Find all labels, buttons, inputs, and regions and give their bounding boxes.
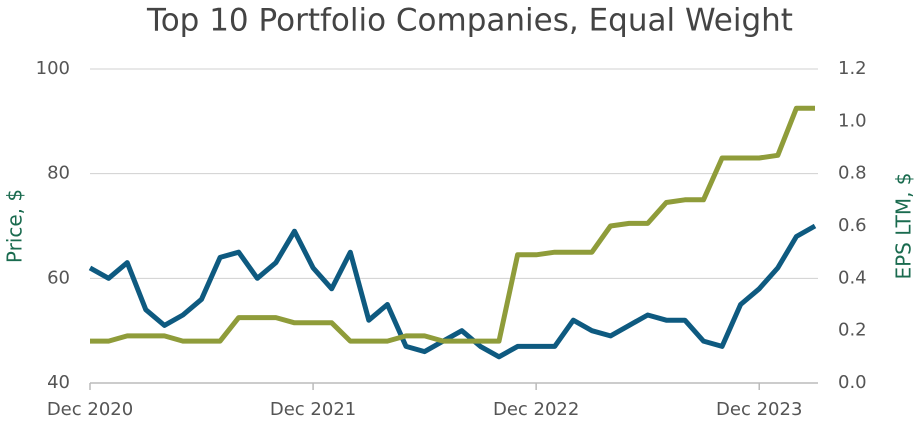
y2-tick-label: 1.2 — [838, 58, 867, 79]
y2-tick-label: 0.2 — [838, 320, 867, 341]
x-tick-label: Dec 2022 — [493, 399, 579, 420]
y-tick-label: 40 — [47, 372, 70, 393]
y2-tick-label: 0.4 — [838, 267, 867, 288]
y2-tick-label: 0.6 — [838, 215, 867, 236]
y2-axis-label: EPS LTM, $ — [892, 172, 916, 279]
y2-tick-label: 1.0 — [838, 110, 867, 131]
y2-tick-label: 0.0 — [838, 372, 867, 393]
x-tick-label: Dec 2023 — [716, 399, 802, 420]
x-tick-label: Dec 2020 — [47, 399, 133, 420]
y2-tick-label: 0.8 — [838, 163, 867, 184]
chart-title: Top 10 Portfolio Companies, Equal Weight — [146, 3, 793, 39]
x-tick-label: Dec 2021 — [270, 399, 356, 420]
line-series — [88, 223, 817, 360]
y-tick-label: 100 — [36, 58, 70, 79]
y-tick-label: 80 — [47, 163, 70, 184]
line-series — [90, 105, 815, 344]
y-tick-label: 60 — [47, 267, 70, 288]
y-axis-label: Price, $ — [3, 189, 27, 263]
